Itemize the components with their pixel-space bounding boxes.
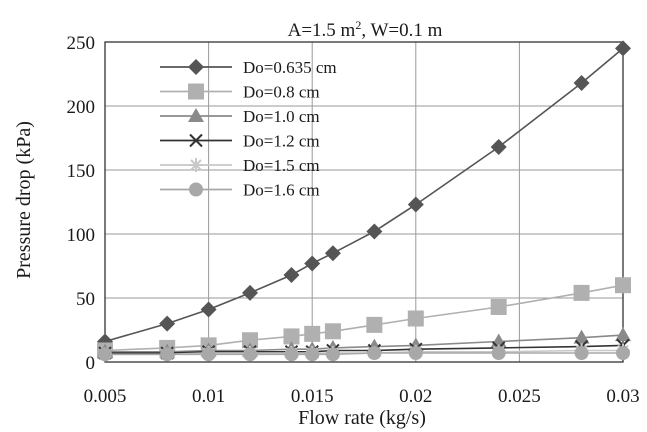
y-tick-label: 100: [67, 225, 96, 246]
data-point: [242, 332, 259, 349]
data-point: [283, 266, 300, 283]
data-point: [491, 346, 506, 361]
x-tick-label: 0.015: [291, 386, 334, 407]
legend-entry: Do=0.8 cm: [160, 83, 320, 102]
series-circle: [98, 346, 630, 362]
series-group: [97, 40, 631, 362]
legend-entry: Do=1.0 cm: [160, 107, 320, 126]
data-point: [324, 245, 341, 262]
legend-label: Do=1.6 cm: [243, 181, 320, 200]
legend-marker: [188, 59, 204, 75]
chart-title: A=1.5 m2, W=0.1 m: [288, 18, 443, 41]
y-tick-label: 0: [86, 353, 96, 374]
legend-marker: [189, 158, 203, 172]
legend-label: Do=0.8 cm: [243, 83, 320, 102]
data-point: [304, 255, 321, 272]
data-point: [243, 347, 258, 362]
data-point: [324, 323, 341, 340]
y-axis-label: Pressure drop (kPa): [13, 121, 35, 279]
data-point: [304, 325, 321, 342]
y-tick-label: 200: [67, 97, 96, 118]
data-point: [284, 347, 299, 362]
legend-label: Do=1.2 cm: [243, 132, 320, 151]
legend-entry: Do=1.5 cm: [160, 156, 320, 175]
legend-marker: [188, 108, 204, 122]
x-tick-label: 0.01: [192, 386, 225, 407]
data-point: [573, 284, 590, 301]
data-point: [325, 347, 340, 362]
data-point: [615, 327, 631, 342]
data-point: [366, 316, 383, 333]
legend-marker: [188, 83, 204, 100]
data-point: [573, 74, 590, 91]
data-point: [490, 138, 507, 155]
data-point: [242, 284, 259, 301]
data-point: [490, 298, 507, 315]
data-point: [407, 196, 424, 213]
legend-label: Do=1.5 cm: [243, 156, 320, 175]
data-point: [159, 315, 176, 332]
y-tick-label: 50: [76, 289, 95, 310]
legend-marker: [189, 133, 203, 148]
grid-lines: [104, 41, 624, 363]
data-point: [616, 346, 630, 361]
data-point: [366, 223, 383, 240]
data-point: [367, 346, 382, 361]
x-tick-labels: 0.005 0.01 0.015 0.02 0.025 0.03: [84, 386, 640, 407]
series-line: [105, 334, 624, 353]
series-x: [98, 338, 630, 360]
data-point: [574, 346, 589, 361]
x-tick-label: 0.025: [498, 386, 541, 407]
legend-marker: [189, 182, 203, 197]
data-point: [573, 329, 590, 344]
legend-label: Do=0.635 cm: [243, 58, 337, 77]
data-point: [200, 301, 217, 318]
legend-entry: Do=1.6 cm: [160, 181, 320, 200]
legend-entry: Do=1.2 cm: [160, 132, 320, 151]
data-point: [408, 346, 423, 361]
data-point: [305, 347, 320, 362]
series-line: [105, 344, 624, 354]
data-point: [407, 310, 424, 327]
x-tick-label: 0.02: [399, 386, 432, 407]
data-point: [283, 328, 300, 345]
legend: Do=0.635 cm Do=0.8 cm Do=1.0 cm Do=1.2 cm Do…: [160, 58, 337, 200]
series-diamond: [97, 40, 631, 350]
legend-entry: Do=0.635 cm: [160, 58, 337, 77]
series-line: [104, 47, 624, 343]
x-tick-label: 0.005: [84, 386, 127, 407]
data-point: [615, 40, 631, 57]
y-tick-label: 250: [67, 33, 96, 54]
data-point: [98, 347, 112, 362]
y-tick-label: 150: [67, 161, 96, 182]
x-tick-label: 0.03: [606, 386, 639, 407]
legend-label: Do=1.0 cm: [243, 107, 320, 126]
plot-area: [104, 41, 624, 363]
data-point: [201, 347, 216, 362]
data-point: [160, 347, 175, 362]
y-tick-labels: 0 50 100 150 200 250: [67, 33, 96, 374]
data-point: [615, 277, 631, 294]
x-axis-label: Flow rate (kg/s): [298, 407, 426, 429]
